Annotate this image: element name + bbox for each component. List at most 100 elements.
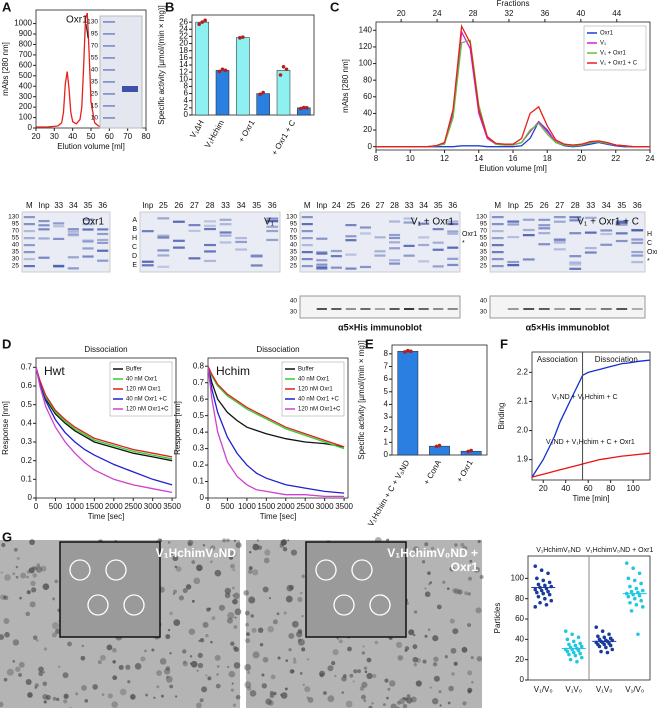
band — [67, 267, 79, 270]
y-tick-label: 0.4 — [193, 427, 205, 436]
point — [628, 600, 632, 605]
y-tick-label: 0.2 — [21, 456, 33, 465]
x-tick-label: V₁ΔH — [188, 118, 205, 139]
y-tick-label: 0.6 — [193, 394, 205, 403]
particle — [450, 647, 457, 654]
x-tick-label: 500 — [221, 502, 235, 511]
replicate-point — [406, 348, 410, 353]
band-label: H — [647, 231, 652, 238]
point — [547, 592, 552, 597]
blot-band — [585, 308, 597, 310]
band — [23, 223, 35, 226]
particle — [399, 698, 406, 705]
band — [103, 117, 115, 119]
particle — [111, 701, 118, 708]
blot-band — [404, 308, 415, 310]
particle — [38, 671, 44, 677]
particle — [175, 566, 182, 572]
replicate-point — [409, 349, 413, 354]
band — [141, 264, 154, 267]
particle — [12, 572, 16, 576]
particle — [357, 669, 361, 674]
particle — [28, 567, 35, 574]
particle — [327, 695, 335, 703]
band — [67, 230, 79, 233]
point — [605, 650, 610, 655]
particle — [261, 683, 268, 689]
particle — [205, 633, 209, 638]
particle — [30, 580, 36, 587]
point — [628, 584, 632, 589]
bar — [429, 445, 450, 456]
lane-label: 35 — [252, 201, 261, 210]
band — [67, 256, 79, 259]
x-tick-label: 20 — [577, 154, 586, 163]
particle — [112, 675, 118, 681]
particle — [12, 639, 20, 646]
x-axis-title: Time [sec] — [88, 512, 125, 521]
marker-label: 40 — [91, 67, 99, 74]
y-tick-label: 0.4 — [21, 418, 33, 427]
legend-label: 40 nM Oxr1 +C — [126, 397, 168, 403]
particle — [4, 574, 11, 581]
particle — [52, 597, 56, 601]
band — [447, 232, 459, 235]
band — [38, 256, 50, 259]
band — [67, 228, 79, 231]
particle — [323, 691, 327, 695]
particle — [469, 559, 473, 563]
particle — [252, 569, 259, 576]
band — [172, 220, 185, 223]
band-label: Oxr1 — [647, 249, 657, 256]
particle — [439, 704, 442, 707]
x-tick-label: 20 — [539, 484, 548, 493]
band — [374, 236, 386, 239]
particle — [424, 634, 428, 638]
particle — [232, 594, 235, 597]
band — [584, 251, 597, 254]
point — [626, 594, 631, 599]
blot-band — [316, 308, 327, 310]
particle — [230, 688, 234, 692]
particle — [364, 670, 368, 674]
particle — [475, 607, 482, 614]
group-header: V₁HchimV₀ND — [536, 547, 581, 554]
band — [301, 216, 313, 219]
particle — [6, 668, 14, 676]
band — [631, 229, 644, 232]
particle — [199, 698, 204, 703]
particle — [244, 610, 250, 616]
particle — [362, 645, 365, 648]
y-tick-label: 0 — [200, 493, 205, 502]
marker-label: 40 — [12, 242, 20, 249]
point — [576, 648, 581, 653]
band — [23, 216, 35, 219]
y-tick-label: 0.3 — [21, 437, 33, 446]
particle — [144, 649, 147, 653]
particle — [248, 569, 253, 574]
lane-label: 26 — [361, 201, 370, 210]
band — [188, 257, 201, 260]
line-series — [35, 367, 173, 494]
point — [634, 586, 639, 591]
band — [316, 252, 328, 255]
particle — [226, 538, 230, 543]
band — [38, 237, 50, 240]
particle — [35, 639, 39, 642]
y-tick-label: 120 — [359, 42, 373, 51]
particle — [360, 694, 366, 700]
band — [345, 239, 357, 242]
particle — [424, 591, 431, 598]
particle — [424, 542, 429, 547]
band — [403, 244, 415, 247]
particle — [406, 697, 413, 704]
particle — [221, 549, 224, 552]
particle — [84, 698, 89, 703]
particle — [467, 670, 473, 676]
band — [418, 260, 430, 263]
lane-label: 27 — [190, 201, 199, 210]
particle — [178, 595, 185, 601]
particle — [188, 628, 196, 635]
blot-band — [374, 308, 386, 310]
particle — [334, 675, 337, 678]
